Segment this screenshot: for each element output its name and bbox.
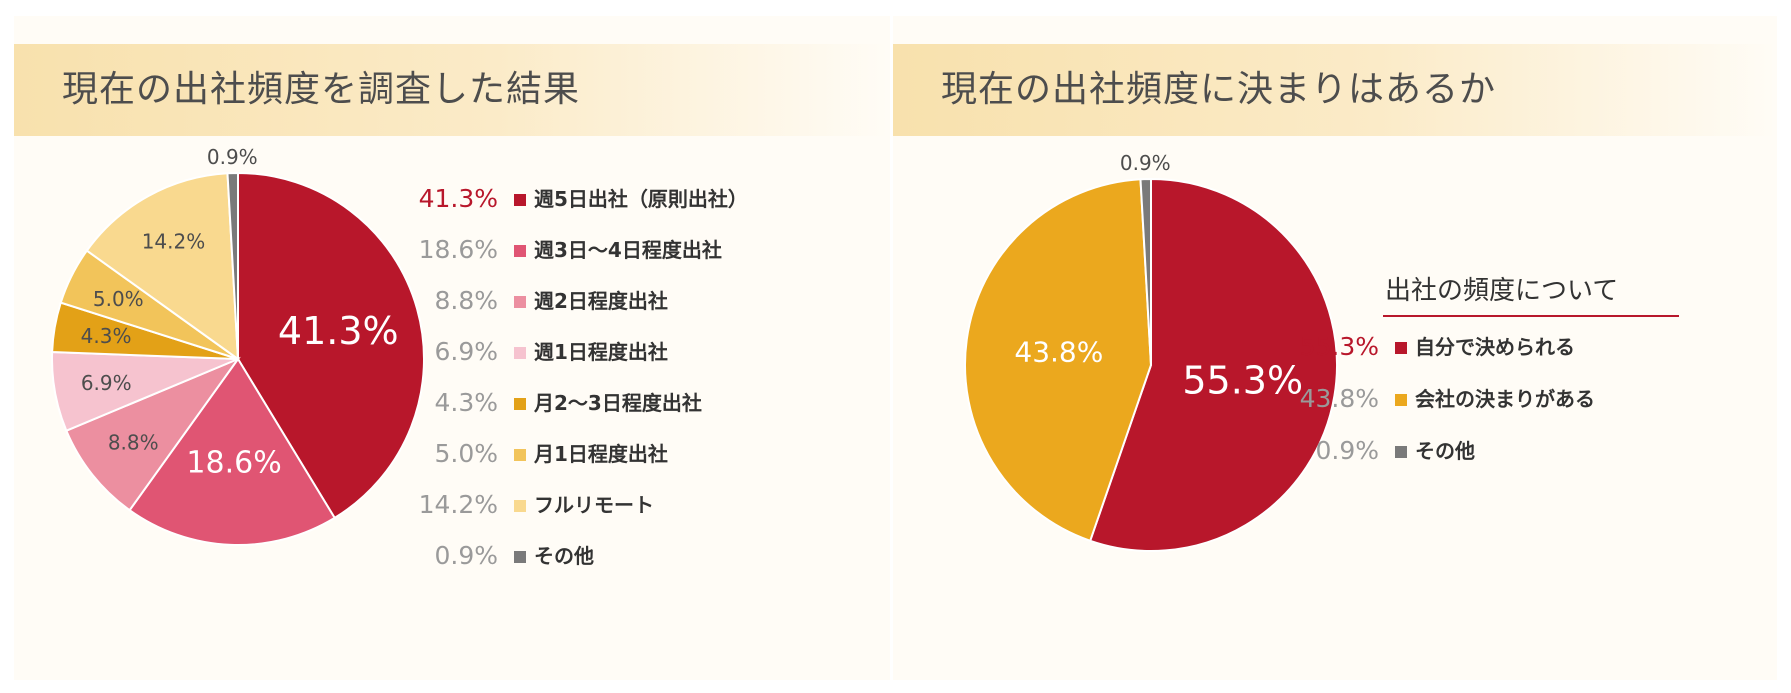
legend-item: 41.3% 週5日出社（原則出社） [416, 184, 836, 214]
pie-slice-label-1: 41.3% [278, 309, 399, 353]
pie-slice-8 [226, 171, 239, 360]
legend-item-label: 月2〜3日程度出社 [534, 391, 702, 415]
chart-title: 現在の出社頻度に決まりはあるか [941, 69, 1497, 110]
pie-slice-label-7: 14.2% [142, 230, 206, 254]
pie-chart-office-frequency: 41.3% 18.6% 8.8% 6.9% 4.3% 5.0% 14.2% 0.9% [51, 145, 425, 546]
legend-item: 6.9% 週1日程度出社 [416, 337, 836, 367]
legend-item: 14.2% フルリモート [416, 490, 836, 520]
legend-item-value: 8.8% [434, 286, 498, 315]
legend-frequency-rule: 55.3% 自分で決められる 43.8% 会社の決まりがある 0.9% その他 [1297, 332, 1717, 492]
legend-item: 0.9% その他 [1297, 436, 1717, 466]
legend-swatch [514, 398, 526, 410]
legend-item-value: 43.8% [1299, 384, 1379, 413]
legend-item-value: 0.9% [434, 541, 498, 570]
legend-swatch [514, 500, 526, 512]
legend-item-value: 41.3% [418, 184, 498, 213]
pie-slice-7 [85, 172, 240, 362]
legend-item-label: 月1日程度出社 [534, 442, 668, 466]
legend-item-label: 週5日出社（原則出社） [534, 187, 748, 211]
legend-item-value: 14.2% [418, 490, 498, 519]
legend-swatch [514, 194, 526, 206]
legend-item-value: 5.0% [434, 439, 498, 468]
legend-title: 出社の頻度について [1385, 276, 1619, 306]
legend-item-label: フルリモート [534, 493, 654, 517]
legend-item-value: 55.3% [1299, 332, 1379, 361]
legend-item: 4.3% 月2〜3日程度出社 [416, 388, 836, 418]
pie-slice-label-6: 5.0% [93, 287, 144, 311]
legend-swatch [1395, 446, 1407, 458]
pie-slice-3 [65, 356, 241, 512]
legend-item-label: 自分で決められる [1415, 335, 1575, 359]
legend-item: 8.8% 週2日程度出社 [416, 286, 836, 316]
legend-item-value: 18.6% [418, 235, 498, 264]
legend-item-label: 会社の決まりがある [1415, 387, 1595, 411]
legend-item: 5.0% 月1日程度出社 [416, 439, 836, 469]
legend-title-underline [1383, 315, 1679, 317]
chart-panel-office-frequency: 現在の出社頻度を調査した結果 41.3% 18.6% 8.8% 6.9% 4.3% 5.0… [14, 16, 890, 680]
legend-item-label: 週2日程度出社 [534, 289, 668, 313]
legend-item-value: 6.9% [434, 337, 498, 366]
legend-swatch [514, 347, 526, 359]
legend-office-frequency: 41.3% 週5日出社（原則出社） 18.6% 週3日〜4日程度出社 8.8% 週2日程度… [416, 184, 836, 570]
chart-title: 現在の出社頻度を調査した結果 [62, 69, 581, 110]
legend-item: 55.3% 自分で決められる [1297, 332, 1717, 362]
panel-header: 現在の出社頻度を調査した結果 [14, 44, 890, 136]
legend-item-label: その他 [534, 544, 594, 568]
legend-swatch [514, 245, 526, 257]
legend-item-label: その他 [1415, 439, 1475, 463]
pie-slice-label-3: 0.9% [1120, 151, 1171, 175]
pie-slice-label-4: 6.9% [81, 371, 132, 395]
legend-item-label: 週1日程度出社 [534, 340, 668, 364]
pie-slice-2 [128, 357, 337, 546]
legend-item: 18.6% 週3日〜4日程度出社 [416, 235, 836, 265]
pie-slice-label-2: 18.6% [186, 446, 281, 481]
pie-slice-label-8: 0.9% [207, 145, 258, 169]
pie-slice-2 [964, 178, 1153, 543]
legend-item-value: 0.9% [1315, 436, 1379, 465]
pie-slice-label-3: 8.8% [108, 430, 159, 454]
pie-slice-label-1: 55.3% [1182, 358, 1303, 402]
legend-item: 0.9% その他 [416, 541, 836, 571]
pie-slice-label-2: 43.8% [1014, 336, 1103, 369]
legend-swatch [514, 296, 526, 308]
legend-swatch [1395, 342, 1407, 354]
pie-slice-3 [1139, 177, 1152, 366]
legend-item-value: 4.3% [434, 388, 498, 417]
legend-swatch [514, 551, 526, 563]
legend-swatch [514, 449, 526, 461]
pie-chart-frequency-rule: 55.3% 43.8% 0.9% [964, 151, 1338, 552]
legend-item: 43.8% 会社の決まりがある [1297, 384, 1717, 414]
panel-header: 現在の出社頻度に決まりはあるか [893, 44, 1777, 136]
legend-item-label: 週3日〜4日程度出社 [534, 238, 722, 262]
pie-slice-label-5: 4.3% [81, 324, 132, 348]
chart-panel-frequency-rule: 現在の出社頻度に決まりはあるか 55.3% 43.8% 0.9% 出社の頻度について… [893, 16, 1777, 680]
legend-swatch [1395, 394, 1407, 406]
pie-slice-1 [237, 171, 425, 520]
